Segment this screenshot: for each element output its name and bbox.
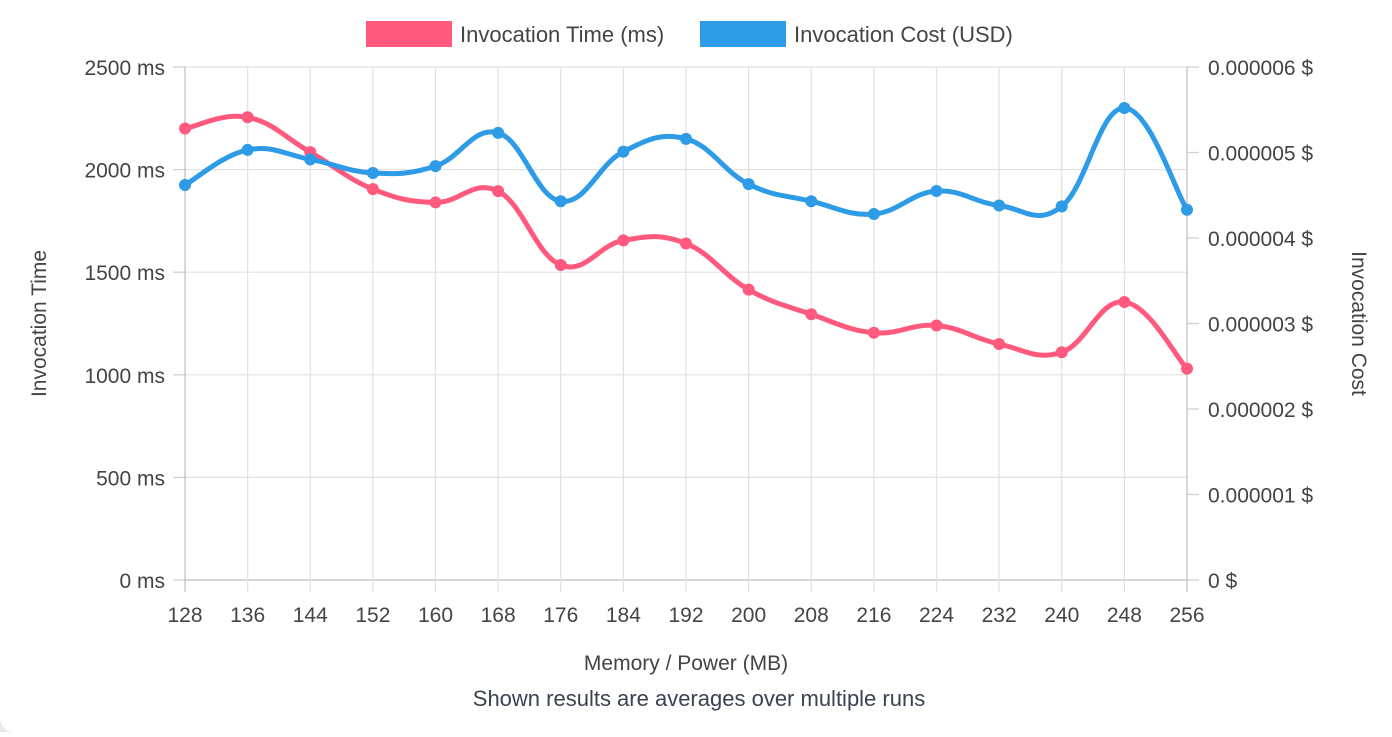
data-point-time [241, 111, 254, 124]
x-tick-label: 232 [982, 604, 1017, 627]
data-point-time [1118, 295, 1131, 308]
data-point-cost [241, 143, 254, 156]
data-point-cost [867, 208, 880, 221]
x-tick-label: 224 [919, 604, 954, 627]
data-point-time [554, 259, 567, 272]
window-corner [0, 718, 14, 732]
data-point-time [492, 185, 505, 198]
data-point-time [993, 338, 1006, 351]
x-tick-label: 160 [418, 604, 453, 627]
data-point-cost [993, 199, 1006, 212]
x-tick-label: 256 [1169, 604, 1204, 627]
x-tick-label: 240 [1044, 604, 1079, 627]
data-point-cost [492, 126, 505, 139]
data-point-cost [680, 132, 692, 145]
y-right-tick-label: 0.000004 $ [1208, 228, 1313, 251]
x-tick-label: 136 [230, 604, 265, 627]
y-left-tick-label: 1000 ms [84, 365, 165, 388]
data-point-cost [930, 184, 943, 197]
data-point-cost [1181, 203, 1193, 216]
x-tick-label: 176 [543, 604, 578, 627]
data-point-cost [179, 178, 191, 191]
legend-swatch [366, 21, 452, 47]
data-point-time [930, 319, 943, 332]
y-right-tick-label: 0 $ [1208, 570, 1238, 593]
data-point-cost [617, 145, 630, 158]
y-right-tick-label: 0.000002 $ [1208, 399, 1313, 422]
data-point-time [617, 234, 630, 247]
legend-label: Invocation Time (ms) [460, 22, 664, 47]
x-tick-label: 208 [794, 604, 829, 627]
x-tick-label: 128 [167, 604, 202, 627]
data-point-cost [429, 160, 442, 173]
y-right-tick-label: 0.000001 $ [1208, 485, 1313, 508]
data-point-time [429, 196, 442, 209]
data-point-time [680, 237, 692, 250]
data-point-cost [1055, 200, 1068, 213]
y-left-tick-label: 1500 ms [84, 262, 165, 285]
legend-label: Invocation Cost (USD) [794, 22, 1013, 47]
y-left-tick-label: 2500 ms [84, 57, 165, 80]
y-left-axis-title: Invocation Time [28, 250, 51, 397]
y-left-tick-label: 2000 ms [84, 160, 165, 183]
x-tick-label: 192 [668, 604, 703, 627]
x-axis-title: Memory / Power (MB) [584, 652, 788, 675]
x-tick-label: 168 [481, 604, 516, 627]
footnote: Shown results are averages over multiple… [472, 686, 926, 711]
x-tick-label: 144 [293, 604, 328, 627]
y-right-axis-title: Invocation Cost [1347, 251, 1370, 396]
data-point-time [867, 326, 880, 339]
data-point-time [1181, 362, 1193, 375]
y-left-tick-label: 500 ms [96, 467, 165, 490]
data-point-time [179, 122, 191, 135]
y-right-tick-label: 0.000003 $ [1208, 314, 1313, 337]
data-point-cost [366, 167, 379, 180]
data-point-cost [554, 195, 567, 208]
y-left-tick-label: 0 ms [119, 570, 165, 593]
data-point-cost [742, 178, 755, 191]
x-tick-label: 216 [856, 604, 891, 627]
series-line-cost [182, 105, 1190, 218]
x-tick-label: 248 [1107, 604, 1142, 627]
y-right-tick-label: 0.000005 $ [1208, 143, 1313, 166]
y-right-tick-label: 0.000006 $ [1208, 57, 1313, 80]
data-point-cost [1118, 102, 1131, 115]
legend-swatch [700, 21, 786, 47]
data-point-cost [805, 195, 818, 208]
x-tick-label: 184 [606, 604, 641, 627]
x-tick-label: 200 [731, 604, 766, 627]
x-tick-label: 152 [355, 604, 390, 627]
data-point-time [366, 183, 379, 196]
data-point-time [805, 308, 818, 321]
data-point-time [742, 283, 755, 296]
data-point-cost [304, 153, 317, 166]
data-point-time [1055, 346, 1068, 359]
